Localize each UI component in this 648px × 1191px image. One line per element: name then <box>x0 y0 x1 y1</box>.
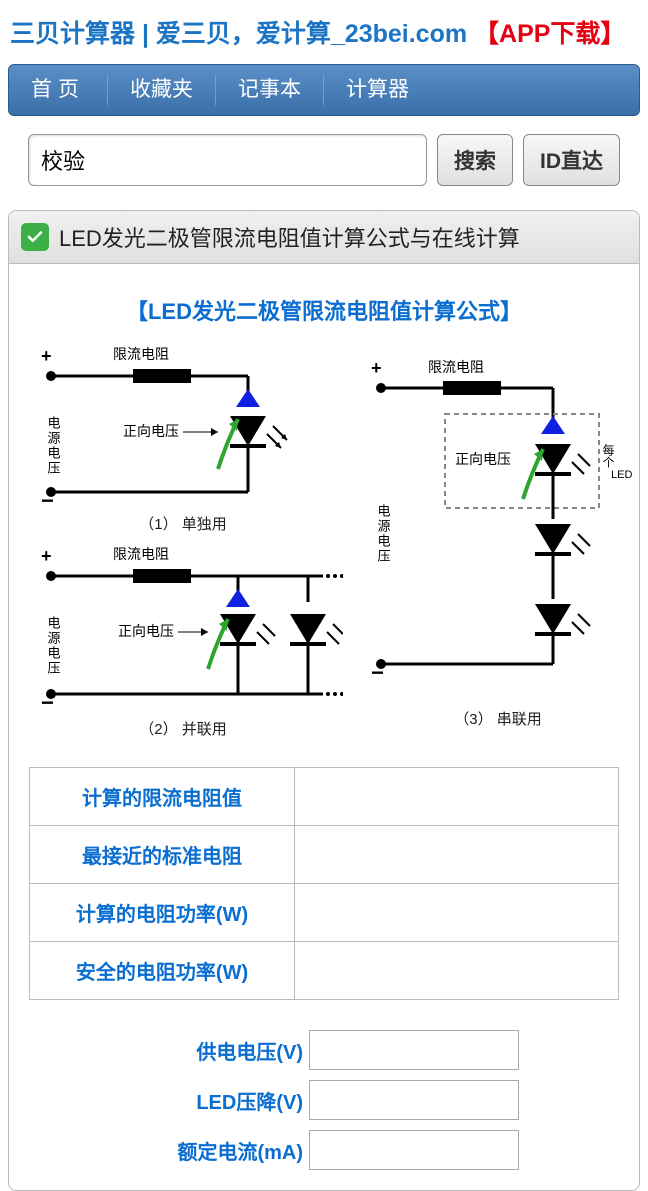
input-row: LED压降(V) <box>23 1080 625 1120</box>
supply-voltage-input[interactable] <box>309 1030 519 1070</box>
svg-text:电源电压: 电源电压 <box>46 616 61 676</box>
led-voltage-input[interactable] <box>309 1080 519 1120</box>
input-label-current: 额定电流(mA) <box>129 1136 309 1165</box>
result-value <box>295 884 619 942</box>
svg-text:+: + <box>41 346 52 366</box>
brand-text[interactable]: 三贝计算器 | 爱三贝，爱计算_23bei.com <box>10 20 467 48</box>
svg-text:−: − <box>41 488 54 509</box>
formula-title: 【LED发光二极管限流电阻值计算公式】 <box>23 294 625 326</box>
circuit-3-caption: （3） 串联用 <box>353 708 643 729</box>
input-label-led: LED压降(V) <box>129 1086 309 1115</box>
svg-text:限流电阻: 限流电阻 <box>428 359 484 375</box>
svg-text:+: + <box>371 358 382 378</box>
svg-text:每个: 每个 <box>601 443 615 468</box>
circuit-3: + 限流电阻 <box>353 344 643 729</box>
search-input[interactable] <box>28 134 427 186</box>
result-label: 计算的限流电阻值 <box>30 768 295 826</box>
table-row: 计算的限流电阻值 <box>30 768 619 826</box>
svg-text:+: + <box>41 546 52 566</box>
svg-text:正向电压: 正向电压 <box>123 423 179 439</box>
circuit-1-caption: （1） 单独用 <box>23 513 343 534</box>
svg-text:电源电压: 电源电压 <box>46 416 61 476</box>
table-row: 安全的电阻功率(W) <box>30 942 619 1000</box>
result-label: 安全的电阻功率(W) <box>30 942 295 1000</box>
check-icon <box>21 223 49 251</box>
rated-current-input[interactable] <box>309 1130 519 1170</box>
input-label-supply: 供电电压(V) <box>129 1036 309 1065</box>
svg-text:限流电阻: 限流电阻 <box>113 546 169 562</box>
table-row: 最接近的标准电阻 <box>30 826 619 884</box>
nav-favorites[interactable]: 收藏夹 <box>108 75 216 105</box>
svg-text:限流电阻: 限流电阻 <box>113 346 169 362</box>
page-title: LED发光二极管限流电阻值计算公式与在线计算 <box>59 221 520 253</box>
input-row: 供电电压(V) <box>23 1030 625 1070</box>
search-row: 搜索 ID直达 <box>0 134 648 210</box>
result-label: 计算的电阻功率(W) <box>30 884 295 942</box>
circuit-diagrams: + 限流电阻 <box>23 344 625 749</box>
content-body: 【LED发光二极管限流电阻值计算公式】 + 限流电阻 <box>9 264 639 1190</box>
nav-calculator[interactable]: 计算器 <box>324 75 431 105</box>
svg-text:LED: LED <box>611 469 632 481</box>
input-section: 供电电压(V) LED压降(V) 额定电流(mA) <box>23 1030 625 1170</box>
result-value <box>295 768 619 826</box>
svg-text:正向电压: 正向电压 <box>118 623 174 639</box>
id-direct-button[interactable]: ID直达 <box>523 134 620 186</box>
svg-text:−: − <box>371 660 384 685</box>
app-download-link[interactable]: 【APP下载】 <box>474 20 625 48</box>
circuit-1: + 限流电阻 <box>23 344 343 534</box>
svg-text:电源电压: 电源电压 <box>376 504 391 564</box>
content-title-bar: LED发光二极管限流电阻值计算公式与在线计算 <box>9 211 639 264</box>
content-box: LED发光二极管限流电阻值计算公式与在线计算 【LED发光二极管限流电阻值计算公… <box>8 210 640 1191</box>
svg-text:正向电压: 正向电压 <box>455 451 511 467</box>
svg-text:−: − <box>41 690 54 714</box>
circuit-2-caption: （2） 并联用 <box>23 718 343 739</box>
site-header: 三贝计算器 | 爱三贝，爱计算_23bei.com 【APP下载】 <box>0 0 648 64</box>
circuit-2: + 限流电阻 <box>23 544 343 739</box>
nav-home[interactable]: 首页 <box>9 75 108 105</box>
result-value <box>295 826 619 884</box>
input-row: 额定电流(mA) <box>23 1130 625 1170</box>
results-table: 计算的限流电阻值 最接近的标准电阻 计算的电阻功率(W) 安全的电阻功率(W) <box>29 767 619 1000</box>
search-button[interactable]: 搜索 <box>437 134 513 186</box>
main-nav: 首页 收藏夹 记事本 计算器 <box>8 64 640 116</box>
result-label: 最接近的标准电阻 <box>30 826 295 884</box>
result-value <box>295 942 619 1000</box>
table-row: 计算的电阻功率(W) <box>30 884 619 942</box>
nav-notes[interactable]: 记事本 <box>216 75 324 105</box>
